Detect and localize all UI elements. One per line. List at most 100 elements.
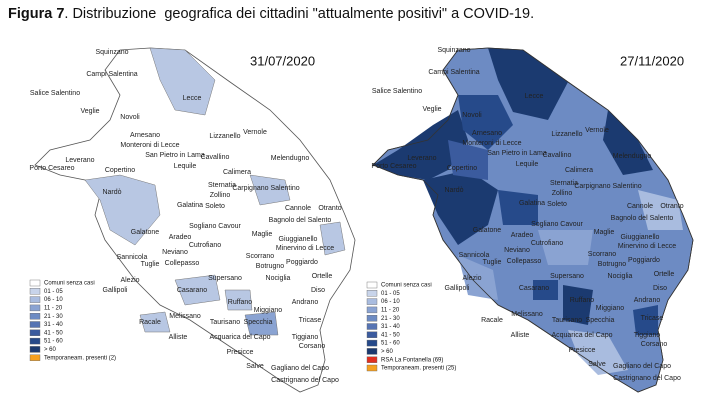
- town-label: Carpignano Salentino: [232, 185, 299, 192]
- legend-label: 31 - 40: [44, 322, 63, 328]
- legend-swatch: [366, 281, 378, 289]
- town-label: Ortelle: [312, 273, 333, 280]
- legend-swatch: [29, 354, 41, 361]
- town-label: Galatone: [131, 229, 160, 236]
- town-label: Soleto: [205, 203, 225, 210]
- town-label: Nociglia: [266, 275, 291, 282]
- town-label: Calimera: [565, 167, 593, 174]
- legend-label: RSA La Fontanella (69): [381, 357, 443, 363]
- town-label: San Pietro in Lama: [145, 152, 205, 159]
- map-1: [34, 47, 356, 393]
- town-label: Taurisano: [210, 319, 240, 326]
- town-label: Cannole: [627, 203, 653, 210]
- town-label: Lequile: [174, 163, 197, 170]
- legend-label: > 60: [44, 347, 57, 353]
- town-label: Novoli: [462, 112, 482, 119]
- town-label: Melissano: [511, 311, 543, 318]
- town-label: Otranto: [660, 203, 683, 210]
- town-label: Castrignano del Capo: [271, 377, 339, 384]
- legend-swatch: [366, 290, 378, 297]
- town-label: Castrignano del Capo: [613, 375, 681, 382]
- town-label: Ortelle: [654, 271, 675, 278]
- town-label: Tricase: [641, 315, 664, 322]
- town-label: Cavallino: [201, 154, 230, 161]
- town-label: Gagliano del Capo: [613, 363, 671, 370]
- town-label: Cavallino: [543, 152, 572, 159]
- town-label: Acquarica del Capo: [209, 334, 270, 341]
- town-label: Porto Cesareo: [29, 165, 74, 172]
- town-label: Poggiardo: [628, 257, 660, 264]
- legend-label: 51 - 60: [44, 339, 63, 345]
- town-label: Galatina: [177, 202, 203, 209]
- town-label: Casarano: [177, 287, 207, 294]
- legend-swatch: [29, 337, 41, 345]
- town-label: Vernole: [243, 129, 267, 136]
- town-label: Alezio: [120, 277, 139, 284]
- town-label: Copertino: [447, 165, 477, 172]
- legend-swatch: [29, 288, 41, 295]
- town-label: Gallipoli: [445, 285, 470, 292]
- town-label: Botrugno: [256, 263, 285, 270]
- town-label: Otranto: [318, 205, 341, 212]
- town-label: Minervino di Lecce: [618, 243, 676, 250]
- legend-swatch: [366, 331, 378, 338]
- legend-swatch: [366, 364, 378, 372]
- town-label: Giuggianello: [279, 236, 318, 243]
- legend-label: 41 - 50: [381, 332, 400, 338]
- town-label: Salice Salentino: [372, 88, 422, 95]
- town-label: Acquarica del Capo: [551, 332, 612, 339]
- legend-label: Temporaneam. presenti (2): [44, 355, 116, 361]
- town-label: Leverano: [407, 155, 436, 162]
- legend-swatch: [366, 306, 378, 314]
- town-label: Gagliano del Capo: [271, 365, 329, 372]
- town-label: Alliste: [511, 332, 530, 339]
- town-label: Supersano: [208, 275, 242, 282]
- figure-title: Figura 7. Distribuzione geografica dei c…: [8, 6, 534, 22]
- town-label: Aradeo: [511, 232, 534, 239]
- town-label: Leverano: [65, 157, 94, 164]
- legend-label: 31 - 40: [381, 324, 400, 330]
- town-label: Monteroni di Lecce: [462, 140, 521, 147]
- town-label: Galatina: [519, 200, 545, 207]
- town-label: Diso: [653, 285, 667, 292]
- legend-swatch: [29, 296, 41, 303]
- town-label: Cutrofiano: [189, 242, 221, 249]
- town-label: Sannicola: [117, 254, 148, 261]
- legend-label: 11 - 20: [44, 305, 63, 311]
- town-label: Lequile: [516, 161, 539, 168]
- town-label: Presicce: [569, 347, 596, 354]
- town-label: Casarano: [519, 285, 549, 292]
- map-date: 27/11/2020: [620, 53, 684, 68]
- town-label: Zollino: [210, 192, 231, 199]
- town-label: Lizzanello: [551, 131, 582, 138]
- town-label: Neviano: [162, 249, 188, 256]
- legend-swatch: [29, 313, 41, 320]
- map-date: 31/07/2020: [250, 53, 315, 68]
- title-rest: . Distribuzione geografica dei cittadini…: [64, 6, 535, 22]
- town-label: Nociglia: [608, 273, 633, 280]
- town-label: Sogliano Cavour: [189, 223, 241, 230]
- town-label: Tiggiano: [292, 334, 319, 341]
- town-label: Sogliano Cavour: [531, 221, 583, 228]
- town-label: Presicce: [227, 349, 254, 356]
- title-bold: Figura 7: [8, 6, 65, 22]
- town-label: Porto Cesareo: [371, 163, 416, 170]
- town-label: Calimera: [223, 169, 251, 176]
- legend-label: 21 - 30: [381, 316, 400, 322]
- town-label: Nardò: [102, 189, 121, 196]
- town-label: Melendugno: [271, 155, 310, 162]
- town-label: Maglie: [594, 229, 615, 236]
- town-label: Ruffano: [570, 297, 594, 304]
- legend-label: 06 - 10: [44, 297, 63, 303]
- town-label: Cannole: [285, 205, 311, 212]
- town-label: Minervino di Lecce: [276, 245, 334, 252]
- town-label: Lizzanello: [209, 133, 240, 140]
- town-label: Veglie: [80, 108, 99, 115]
- town-label: Soleto: [547, 201, 567, 208]
- town-label: Vernole: [585, 127, 609, 134]
- town-label: Campi Salentina: [428, 69, 479, 76]
- town-label: Melissano: [169, 313, 201, 320]
- town-label: Corsano: [641, 341, 668, 348]
- town-label: Diso: [311, 287, 325, 294]
